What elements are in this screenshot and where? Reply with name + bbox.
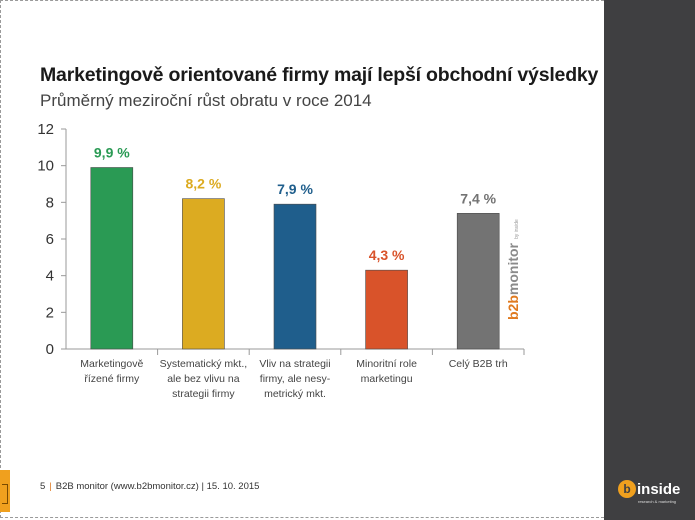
inside-logo-icon: b <box>618 480 636 498</box>
y-tick-label: 6 <box>46 231 54 248</box>
inside-logo: b inside research & marketing <box>618 480 680 504</box>
footer-text: B2B monitor (www.b2bmonitor.cz) | 15. 10… <box>55 481 260 492</box>
bar <box>456 213 500 350</box>
category-label: Vliv na strategii <box>259 358 330 370</box>
data-label: 7,4 % <box>460 190 496 206</box>
y-tick-label: 4 <box>46 268 54 285</box>
bar <box>90 167 134 350</box>
category-label: metrický mkt. <box>264 388 326 400</box>
b2bmonitor-watermark: b2bmonitorby inside <box>505 219 521 320</box>
category-label: Celý B2B trh <box>449 358 508 370</box>
category-label: Minoritní role <box>356 358 417 370</box>
corner-logo-mark <box>0 470 10 512</box>
y-tick-label: 2 <box>46 304 54 321</box>
bar <box>365 269 408 350</box>
side-panel <box>604 0 695 520</box>
category-label: ale bez vlivu na <box>167 373 240 385</box>
chart-title: Marketingově orientované firmy mají lepš… <box>40 64 599 86</box>
bar-chart: 0 2 4 6 8 10 12 9,9 % Marketingově řízené firmy 8,… <box>37 121 525 400</box>
footer: 5 | B2B monitor (www.b2bmonitor.cz) | 15. … <box>40 481 260 492</box>
category-label: firmy, ale nesy- <box>260 373 331 385</box>
category-label: Marketingově <box>80 358 143 370</box>
slide-frame <box>0 0 604 518</box>
y-tick-label: 12 <box>37 121 54 138</box>
category-label: Systematický mkt., <box>160 358 248 370</box>
page-number: 5 <box>40 481 46 492</box>
category-label: řízené firmy <box>84 373 140 385</box>
bar <box>273 203 317 350</box>
category-label: marketingu <box>361 373 413 385</box>
data-label: 8,2 % <box>185 176 221 192</box>
bar <box>182 198 225 350</box>
chart-subtitle: Průměrný meziroční růst obratu v roce 20… <box>40 91 372 110</box>
y-tick-label: 10 <box>37 158 54 175</box>
category-label: strategii firmy <box>172 388 235 400</box>
data-label: 7,9 % <box>277 181 313 197</box>
data-label: 9,9 % <box>94 145 130 161</box>
y-tick-label: 0 <box>46 341 54 358</box>
data-label: 4,3 % <box>369 247 405 263</box>
y-tick-label: 8 <box>46 194 54 211</box>
